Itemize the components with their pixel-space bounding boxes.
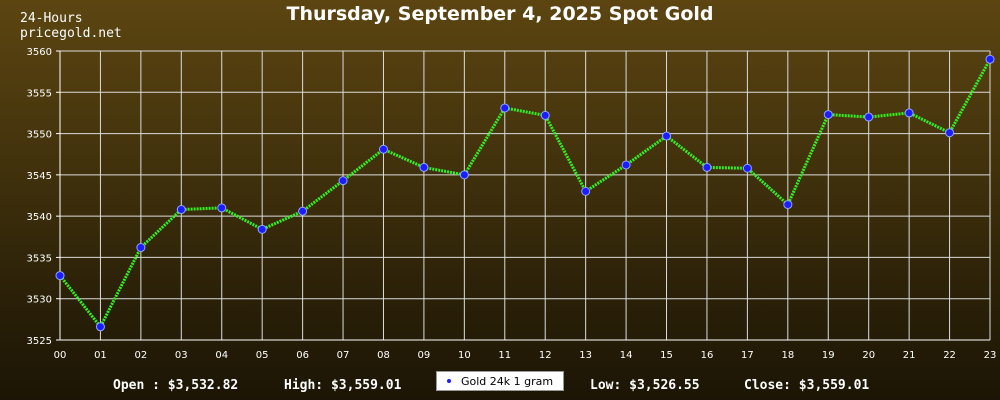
data-point xyxy=(945,128,955,138)
y-tick-label: 3555 xyxy=(27,88,52,99)
x-tick-label: 19 xyxy=(822,350,835,361)
x-tick-label: 01 xyxy=(94,350,107,361)
data-point xyxy=(95,322,105,332)
data-point xyxy=(985,54,995,64)
x-tick-label: 07 xyxy=(337,350,350,361)
x-tick-label: 10 xyxy=(458,350,471,361)
x-tick-label: 08 xyxy=(377,350,390,361)
y-tick-label: 3535 xyxy=(27,253,52,264)
x-tick-label: 23 xyxy=(984,350,997,361)
data-point xyxy=(621,160,631,170)
close-price: Close: $3,559.01 xyxy=(744,378,870,393)
data-point xyxy=(540,110,550,120)
open-price: Open : $3,532.82 xyxy=(113,378,239,393)
legend: Gold 24k 1 gram xyxy=(436,371,564,391)
data-point xyxy=(136,243,146,253)
x-tick-label: 16 xyxy=(701,350,714,361)
data-point xyxy=(176,205,186,215)
data-point xyxy=(864,112,874,122)
high-price: High: $3,559.01 xyxy=(284,378,402,393)
site-label: pricegold.net xyxy=(20,26,122,41)
x-tick-label: 13 xyxy=(579,350,592,361)
data-point xyxy=(55,271,65,281)
data-point xyxy=(459,170,469,180)
data-point xyxy=(217,203,227,213)
data-point xyxy=(904,108,914,118)
y-tick-label: 3525 xyxy=(27,336,52,347)
data-point xyxy=(823,110,833,120)
data-point xyxy=(742,163,752,173)
x-tick-label: 15 xyxy=(660,350,673,361)
data-point xyxy=(298,206,308,216)
x-tick-label: 00 xyxy=(54,350,67,361)
x-tick-label: 21 xyxy=(903,350,916,361)
x-tick-label: 22 xyxy=(943,350,956,361)
y-tick-label: 3540 xyxy=(27,212,52,223)
y-tick-label: 3550 xyxy=(27,130,52,141)
chart-title: Thursday, September 4, 2025 Spot Gold xyxy=(286,3,714,25)
x-tick-label: 20 xyxy=(862,350,875,361)
x-tick-label: 03 xyxy=(175,350,188,361)
x-tick-label: 11 xyxy=(498,350,511,361)
data-point xyxy=(702,162,712,172)
legend-label: Gold 24k 1 gram xyxy=(461,374,554,388)
low-price: Low: $3,526.55 xyxy=(590,378,700,393)
x-tick-label: 06 xyxy=(296,350,309,361)
y-tick-label: 3545 xyxy=(27,171,52,182)
period-label: 24-Hours xyxy=(20,11,83,26)
data-point xyxy=(338,176,348,186)
data-point xyxy=(257,224,267,234)
y-tick-label: 3560 xyxy=(27,47,52,58)
x-tick-label: 18 xyxy=(781,350,794,361)
data-point xyxy=(419,162,429,172)
data-point xyxy=(783,200,793,210)
x-tick-label: 02 xyxy=(135,350,148,361)
x-tick-label: 05 xyxy=(256,350,269,361)
x-tick-label: 04 xyxy=(215,350,228,361)
x-tick-label: 14 xyxy=(620,350,633,361)
y-tick-label: 3530 xyxy=(27,295,52,306)
data-point xyxy=(500,103,510,113)
legend-marker-icon xyxy=(447,379,451,383)
data-point xyxy=(581,186,591,196)
data-point xyxy=(378,144,388,154)
series-line xyxy=(58,58,992,329)
x-tick-label: 17 xyxy=(741,350,754,361)
x-tick-label: 12 xyxy=(539,350,552,361)
x-tick-label: 09 xyxy=(418,350,431,361)
data-point xyxy=(662,131,672,141)
